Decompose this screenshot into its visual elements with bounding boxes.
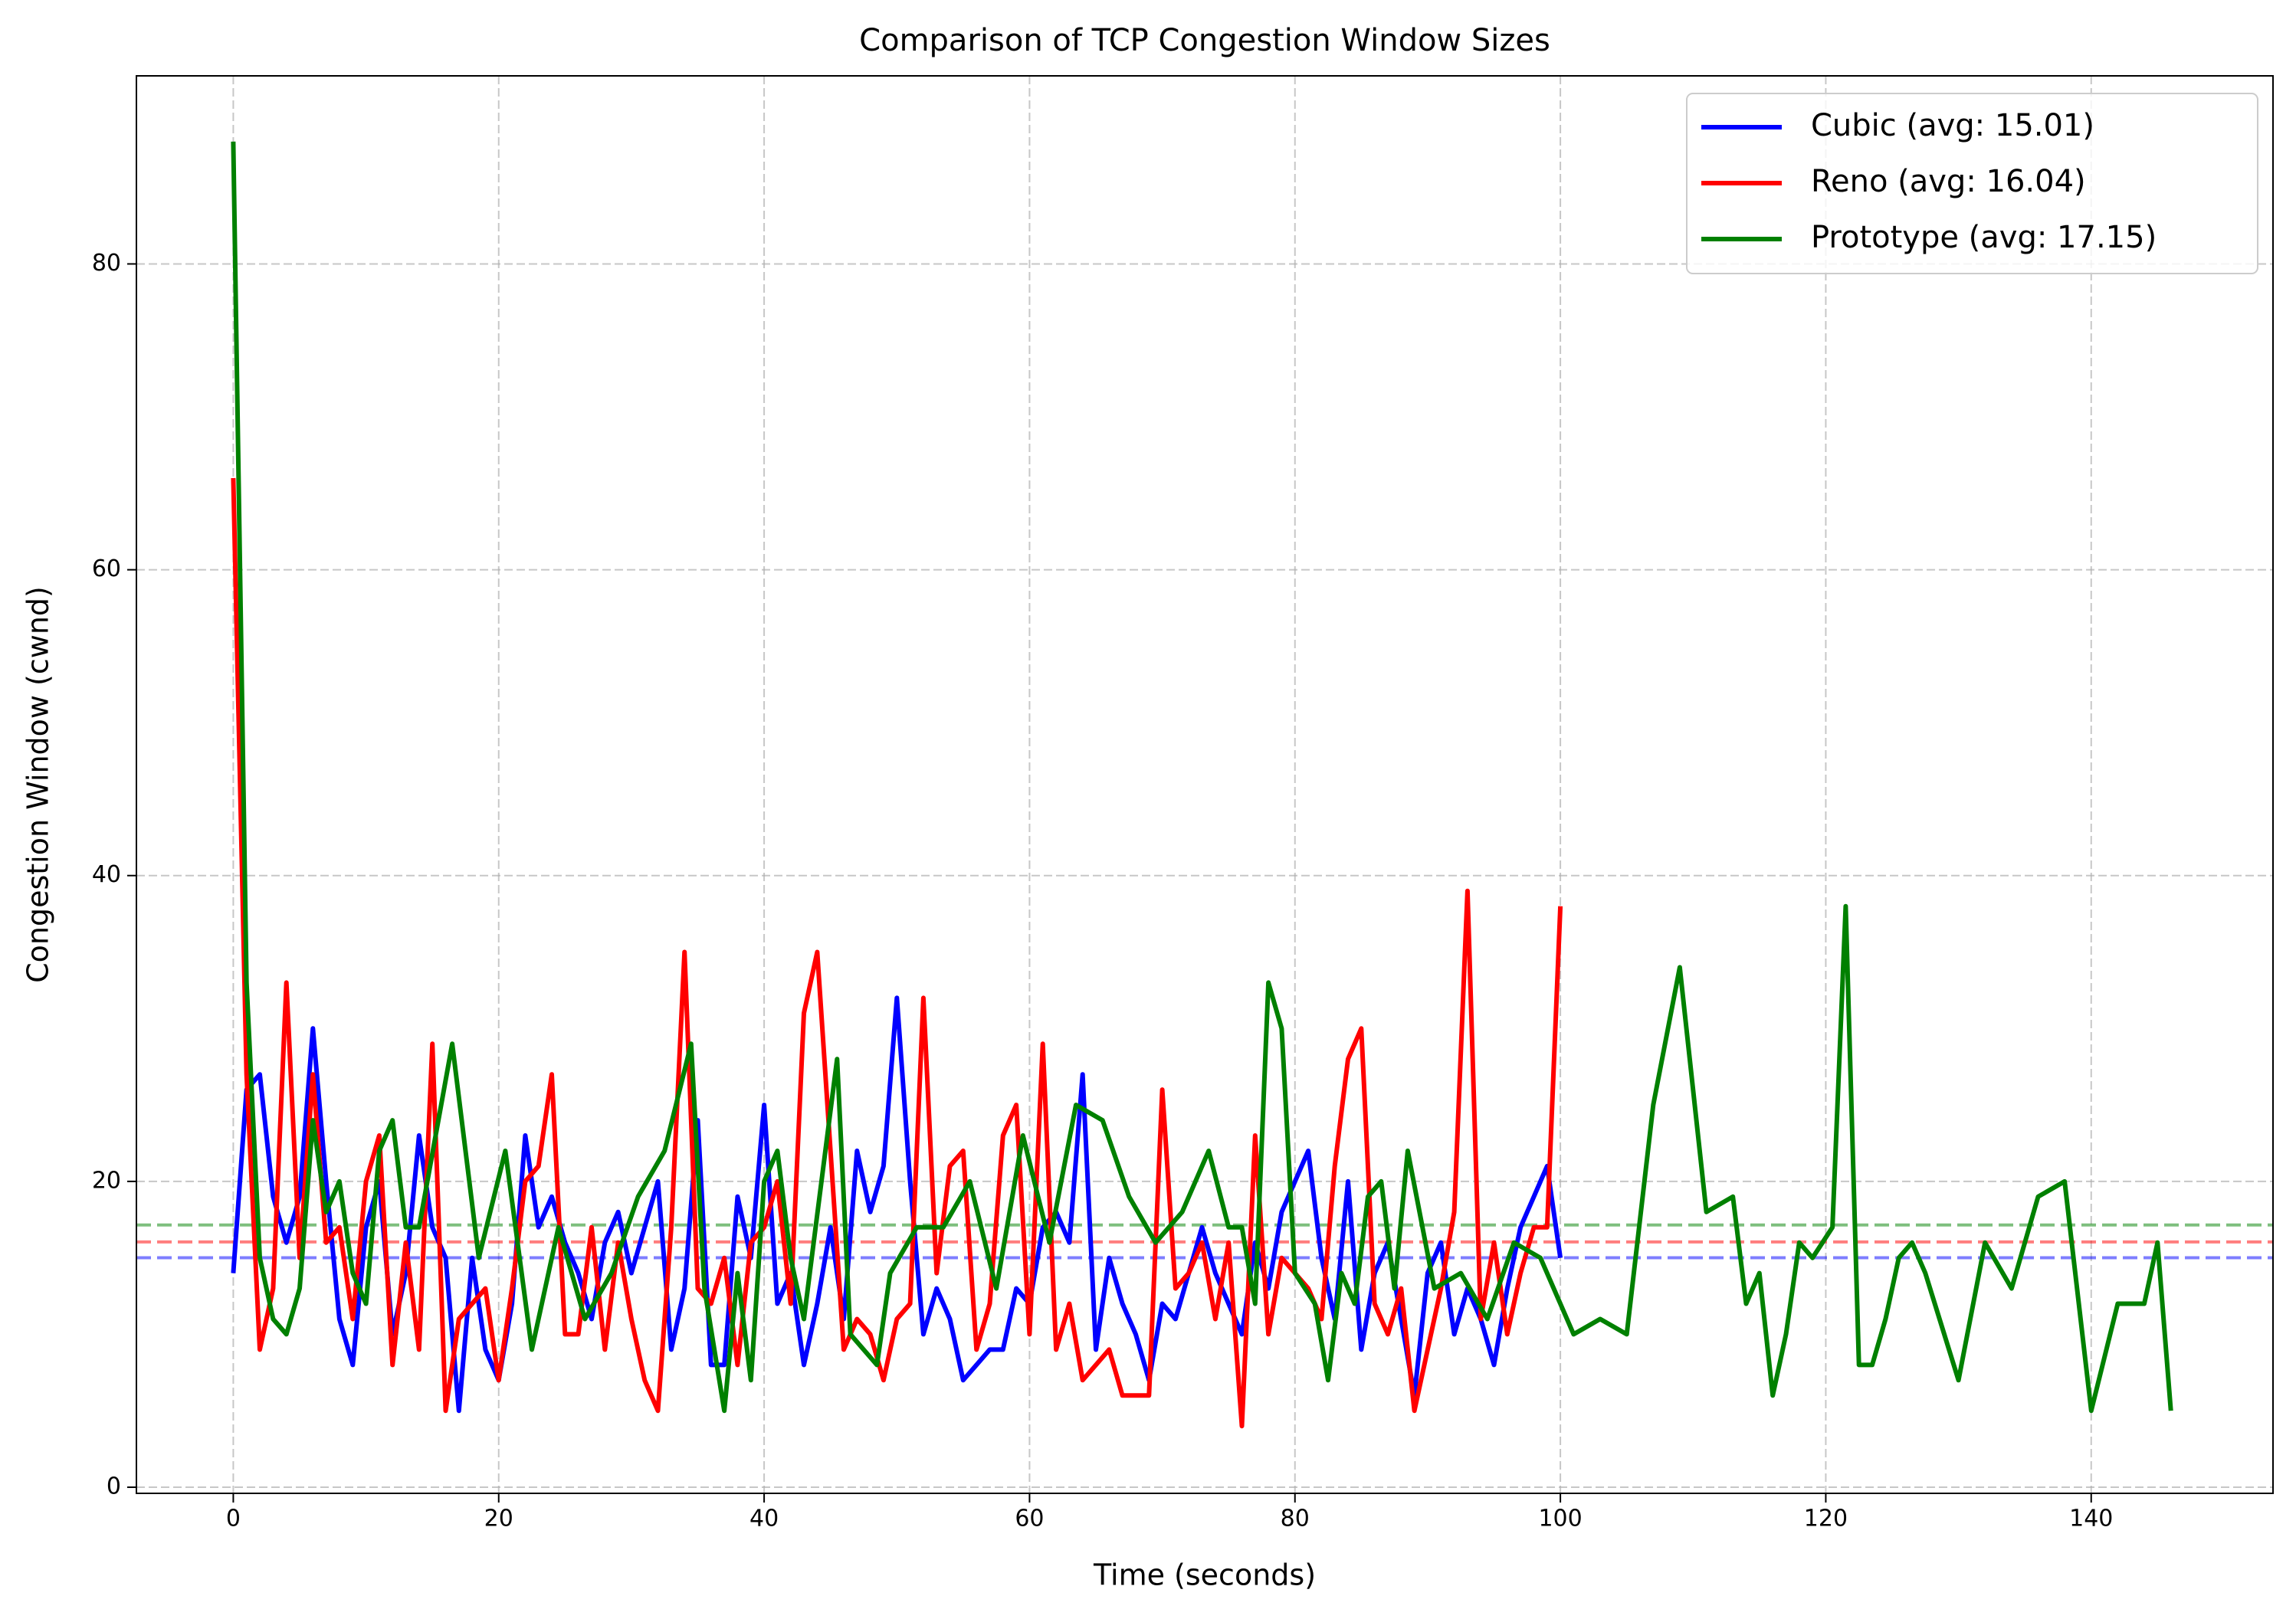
legend-label: Prototype (avg: 17.15): [1811, 220, 2157, 255]
x-tick-label: 120: [1804, 1506, 1848, 1532]
legend-label: Reno (avg: 16.04): [1811, 164, 2086, 199]
x-axis-label: Time (seconds): [1093, 1558, 1316, 1592]
y-tick-label: 20: [92, 1167, 121, 1194]
x-tick-label: 40: [749, 1506, 779, 1532]
y-tick-label: 40: [92, 861, 121, 888]
x-tick-label: 100: [1538, 1506, 1582, 1532]
x-tick-label: 80: [1281, 1506, 1310, 1532]
x-tick-label: 60: [1015, 1506, 1044, 1532]
data-line: [231, 477, 1563, 1429]
chart-title: Comparison of TCP Congestion Window Size…: [859, 23, 1550, 58]
legend-box: [1686, 93, 2258, 274]
plot-frame: [136, 75, 2274, 1494]
y-tick-label: 60: [92, 556, 121, 582]
x-tick-label: 140: [2069, 1506, 2113, 1532]
y-axis-label: Congestion Window (cwnd): [21, 586, 55, 983]
legend-label: Cubic (avg: 15.01): [1811, 108, 2094, 143]
y-tick-label: 0: [107, 1473, 121, 1500]
x-tick-label: 0: [226, 1506, 241, 1532]
x-tick-label: 20: [484, 1506, 513, 1532]
data-line: [231, 141, 2173, 1414]
y-tick-label: 80: [92, 250, 121, 277]
